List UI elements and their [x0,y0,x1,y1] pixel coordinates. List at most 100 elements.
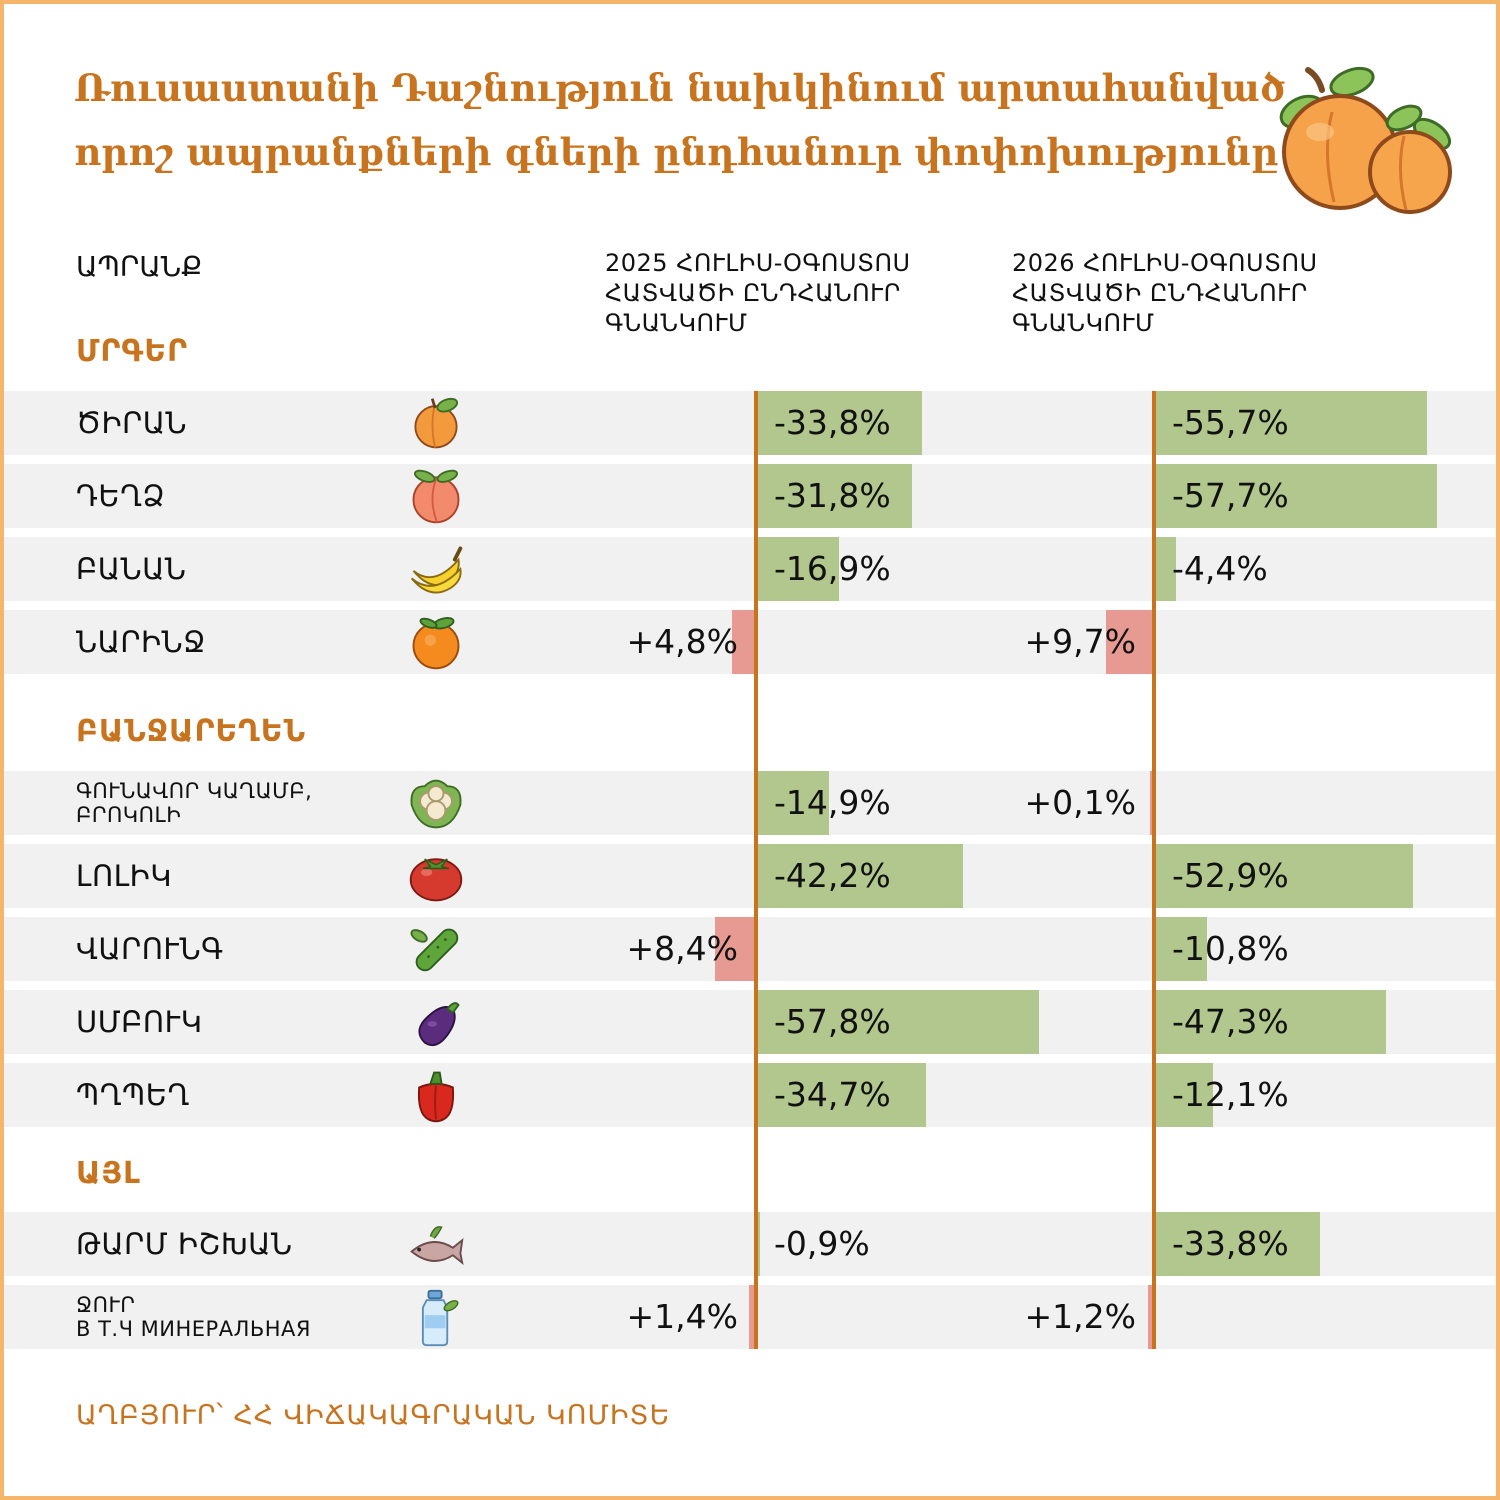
table-row: ԼՈԼԻԿ -42,2% -52,9% [4,844,1496,908]
bar-series-1 [756,771,829,835]
bar-series-2 [1154,844,1414,908]
data-label-series-1: -34,7% [774,1075,891,1114]
product-name-line: В Т.Ч МИНЕРАЛЬНАЯ [76,1317,312,1341]
banana-icon [410,546,463,594]
section-label: ԱՅԼ [76,1156,141,1191]
bar-series-1 [756,537,839,601]
section-label: ԲԱՆՋԱՐԵՂԵՆ [76,714,307,749]
product-name-line: ԼՈԼԻԿ [76,859,172,893]
table-row: ՊՂՊԵՂ -34,7% -12,1% [4,1063,1496,1127]
data-label-series-1: -16,9% [774,549,891,588]
bar-series-2 [1154,537,1176,601]
table-row: ՍՄԲՈՒԿ -57,8% -47,3% [4,990,1496,1054]
cucumber-icon [410,928,459,972]
data-label-series-1: -31,8% [774,476,891,515]
product-name: ՎԱՐՈՒՆԳ [76,932,224,966]
product-name-line: ՎԱՐՈՒՆԳ [76,932,224,966]
title-line: Ռուսաստանի Դաշնություն նախկինում արտահան… [74,66,1286,110]
bar-series-1 [756,990,1040,1054]
source-note: ԱՂԲՅՈՒՐ՝ ՀՀ ՎԻՃԱԿԱԳՐԱԿԱՆ ԿՈՄԻՏԵ [76,1400,671,1431]
data-label-series-2: -52,9% [1172,856,1289,895]
product-name: ԾԻՐԱՆ [76,406,187,440]
title-line: որոշ ապրանքների գների ընդհանուր փոփոխութ… [74,130,1279,174]
section-label: ՄՐԳԵՐ [76,334,189,369]
product-name-line: ՋՈՒՐ [76,1293,136,1317]
product-name: ԹԱՐՄ ԻՇԽԱՆ [76,1227,293,1261]
bar-series-1 [756,464,912,528]
table-row: ԲԱՆԱՆ -16,9% -4,4% [4,537,1496,601]
water-bottle-icon [421,1289,459,1347]
orange-icon [412,617,460,670]
product-name-line: ԲԱՆԱՆ [76,552,187,586]
product-name: ԴԵՂՁ [76,479,165,513]
product-name: ՆԱՐԻՆՋ [76,625,206,659]
product-name-line: ԳՈՒՆԱՎՈՐ ԿԱՂԱՄԲ, [76,779,313,803]
data-label-series-2: -33,8% [1172,1224,1289,1263]
data-label-series-1: -33,8% [774,403,891,442]
table-row: ՆԱՐԻՆՋ +4,8% +9,7% [4,610,1496,674]
product-name: ՋՈՒՐ В Т.Ч МИНЕРАЛЬНАЯ [76,1293,311,1341]
data-label-series-1: -57,8% [774,1002,891,1041]
bar-series-1 [756,1063,927,1127]
data-label-series-2: -10,8% [1172,929,1289,968]
series-header-2026: 2026 ՀՈՒԼԻՍ-ՕԳՈՍՏՈՍ ՀԱՏՎԱԾԻ ԸՆԴՀԱՆՈՒՐ ԳՆ… [1012,248,1352,338]
product-name-line: ԴԵՂՁ [76,479,166,513]
cauliflower-icon [410,779,462,829]
bar-series-2 [1148,1285,1154,1349]
bar-series-1 [756,1212,761,1276]
product-name-line: ԲՐՈԿՈԼԻ [76,803,182,827]
series-header-line: 2026 ՀՈՒԼԻՍ-ՕԳՈՍՏՈՍ [1012,249,1318,277]
data-label-series-1: +1,4% [626,1297,739,1336]
bar-series-2 [1154,1212,1320,1276]
data-label-series-2: -55,7% [1172,403,1289,442]
data-label-series-2: +0,1% [1024,783,1137,822]
data-label-series-2: -47,3% [1172,1002,1289,1041]
product-name: ԼՈԼԻԿ [76,859,172,893]
product-name: ՍՄԲՈՒԿ [76,1005,202,1039]
table-row: ԹԱՐՄ ԻՇԽԱՆ -0,9% -33,8% [4,1212,1496,1276]
bar-series-1 [749,1285,756,1349]
bar-series-2 [1154,990,1386,1054]
table-row: ԴԵՂՁ -31,8% -57,7% [4,464,1496,528]
apricot-icon [414,397,459,449]
bar-series-2 [1154,391,1427,455]
fish-icon [410,1226,464,1266]
bar-series-2 [1154,464,1437,528]
apricot-icon [1279,66,1452,214]
page-title: Ռուսաստանի Դաշնություն նախկինում արտահան… [74,56,1286,184]
product-name-line: ՍՄԲՈՒԿ [76,1005,203,1039]
zero-axis-line-series-1 [754,391,758,1349]
table-row: ԾԻՐԱՆ -33,8% -55,7% [4,391,1496,455]
bar-series-2 [1106,610,1154,674]
data-label-series-1: +8,4% [626,929,739,968]
table-row: ԳՈՒՆԱՎՈՐ ԿԱՂԱՄԲ, ԲՐՈԿՈԼԻ -14,9% +0,1% [4,771,1496,835]
eggplant-icon [418,1002,460,1047]
zero-axis-line-series-2 [1152,391,1156,1349]
series-header-line: ԳՆԱՆԿՈՒՄ [605,309,748,337]
peach-icon [412,469,460,524]
data-label-series-1: -0,9% [774,1224,870,1263]
data-label-series-2: +1,2% [1024,1297,1137,1336]
column-header-product: ԱՊՐԱՆՔ [76,250,203,283]
series-header-line: ԳՆԱՆԿՈՒՄ [1012,309,1155,337]
product-name: ԳՈՒՆԱՎՈՐ ԿԱՂԱՄԲ, ԲՐՈԿՈԼԻ [76,779,312,827]
pepper-icon [417,1071,455,1123]
series-header-line: ՀԱՏՎԱԾԻ ԸՆԴՀԱՆՈՒՐ [605,279,901,307]
product-name-line: ՊՂՊԵՂ [76,1078,190,1112]
series-header-line: ՀԱՏՎԱԾԻ ԸՆԴՀԱՆՈՒՐ [1012,279,1308,307]
product-name: ԲԱՆԱՆ [76,552,186,586]
table-row: ՎԱՐՈՒՆԳ +8,4% -10,8% [4,917,1496,981]
bar-series-2 [1154,917,1207,981]
table-row: ՋՈՒՐ В Т.Ч МИНЕРАЛЬНАЯ +1,4% +1,2% [4,1285,1496,1349]
data-label-series-2: +9,7% [1024,622,1137,661]
bar-series-1 [714,917,756,981]
data-label-series-1: +4,8% [626,622,739,661]
bar-series-1 [756,391,922,455]
bar-series-2 [1154,1063,1214,1127]
product-name-line: ՆԱՐԻՆՋ [76,625,206,659]
series-header-line: 2025 ՀՈՒԼԻՍ-ՕԳՈՍՏՈՍ [605,249,911,277]
tomato-icon [409,858,463,902]
bar-series-1 [732,610,756,674]
data-label-series-2: -57,7% [1172,476,1289,515]
